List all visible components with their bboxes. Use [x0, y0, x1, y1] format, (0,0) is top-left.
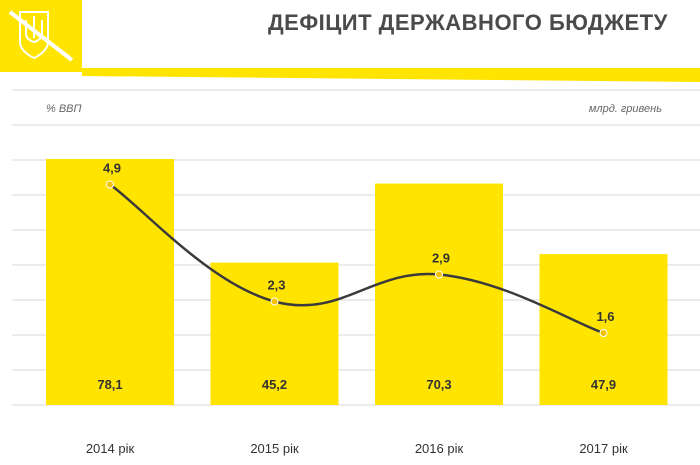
series-line [109, 183, 604, 335]
bar [210, 262, 339, 405]
line-point [435, 270, 443, 279]
line-value-label: 2,3 [267, 278, 285, 293]
line-value-label: 2,9 [432, 251, 450, 266]
bar-value-label: 70,3 [426, 377, 451, 392]
line-value-label: 1,6 [596, 309, 614, 324]
bar-value-label: 45,2 [262, 377, 287, 392]
bar [46, 158, 174, 405]
right-axis-unit-label: млрд. гривень [588, 103, 662, 115]
x-tick-label: 2017 рік [579, 441, 628, 456]
line-point [106, 180, 114, 189]
line-point [270, 297, 279, 306]
page-title: ДЕФІЦИТ ДЕРЖАВНОГО БЮДЖЕТУ [268, 10, 668, 35]
line-value-label: 4,9 [103, 161, 121, 176]
bar [375, 183, 503, 405]
x-tick-label: 2014 рік [86, 441, 135, 456]
title-underline-stripe [82, 68, 700, 82]
budget-deficit-chart: 78,1 45,2 70,3 47,9 2014 рік 2015 рік 2016 рік… [12, 89, 700, 456]
line-point [599, 329, 608, 337]
bar-value-label: 47,9 [591, 377, 616, 392]
left-axis-unit-label: % ВВП [46, 103, 82, 115]
bar-value-label: 78,1 [97, 377, 122, 392]
x-tick-label: 2015 рік [250, 441, 299, 456]
x-tick-label: 2016 рік [415, 441, 464, 456]
coat-of-arms-logo [0, 0, 82, 72]
